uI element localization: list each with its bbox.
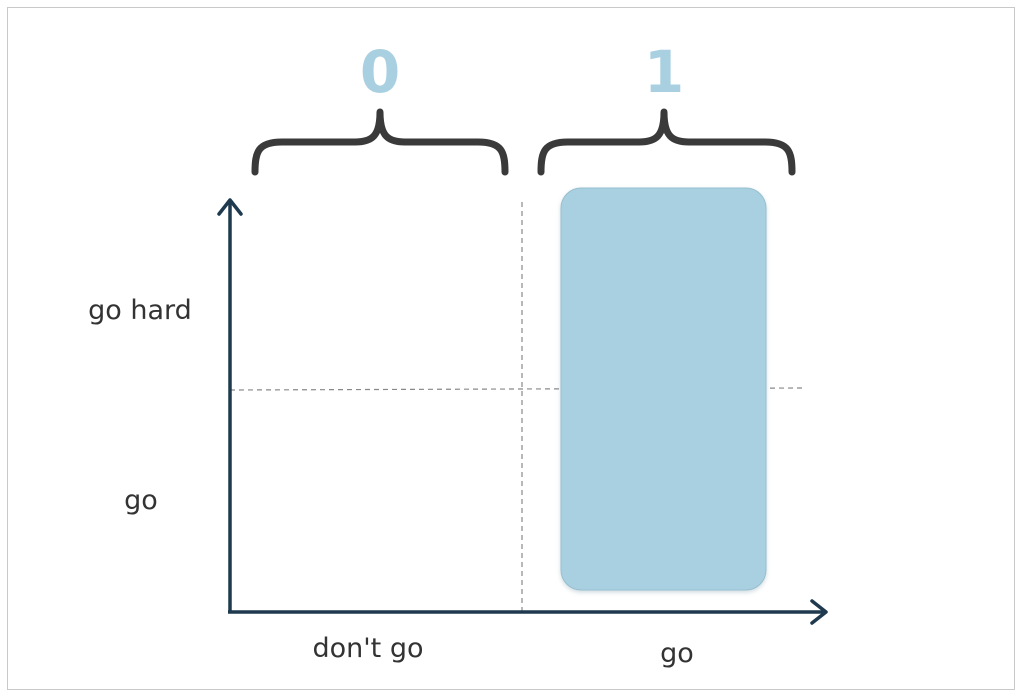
- x-label-dont-go: don't go: [312, 633, 423, 664]
- bit-one-label: 1: [644, 38, 684, 106]
- right-curly-brace: [537, 108, 796, 176]
- x-label-go: go: [660, 638, 694, 669]
- y-axis-arrowhead: [217, 198, 243, 216]
- left-curly-brace: [251, 108, 509, 176]
- diagram-frame: [7, 7, 1015, 690]
- bit-zero-label: 0: [360, 38, 400, 106]
- y-label-go: go: [124, 485, 158, 516]
- y-label-go-hard: go hard: [88, 295, 192, 326]
- go-highlight-region: [560, 187, 767, 591]
- x-axis-arrowhead: [810, 599, 828, 625]
